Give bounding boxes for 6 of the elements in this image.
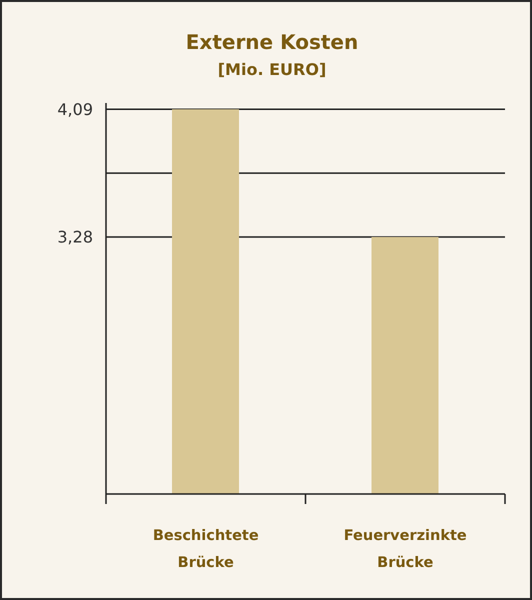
y-tick-label: 3,28	[57, 228, 93, 247]
chart-subtitle: [Mio. EURO]	[216, 60, 328, 80]
x-tick-label: Feuerverzinkte Brücke	[344, 528, 467, 571]
y-tick-label: 4,09	[57, 100, 93, 119]
x-tick-label: Beschichtete Brücke	[152, 528, 259, 571]
chart-title: Externe Kosten	[184, 30, 360, 54]
